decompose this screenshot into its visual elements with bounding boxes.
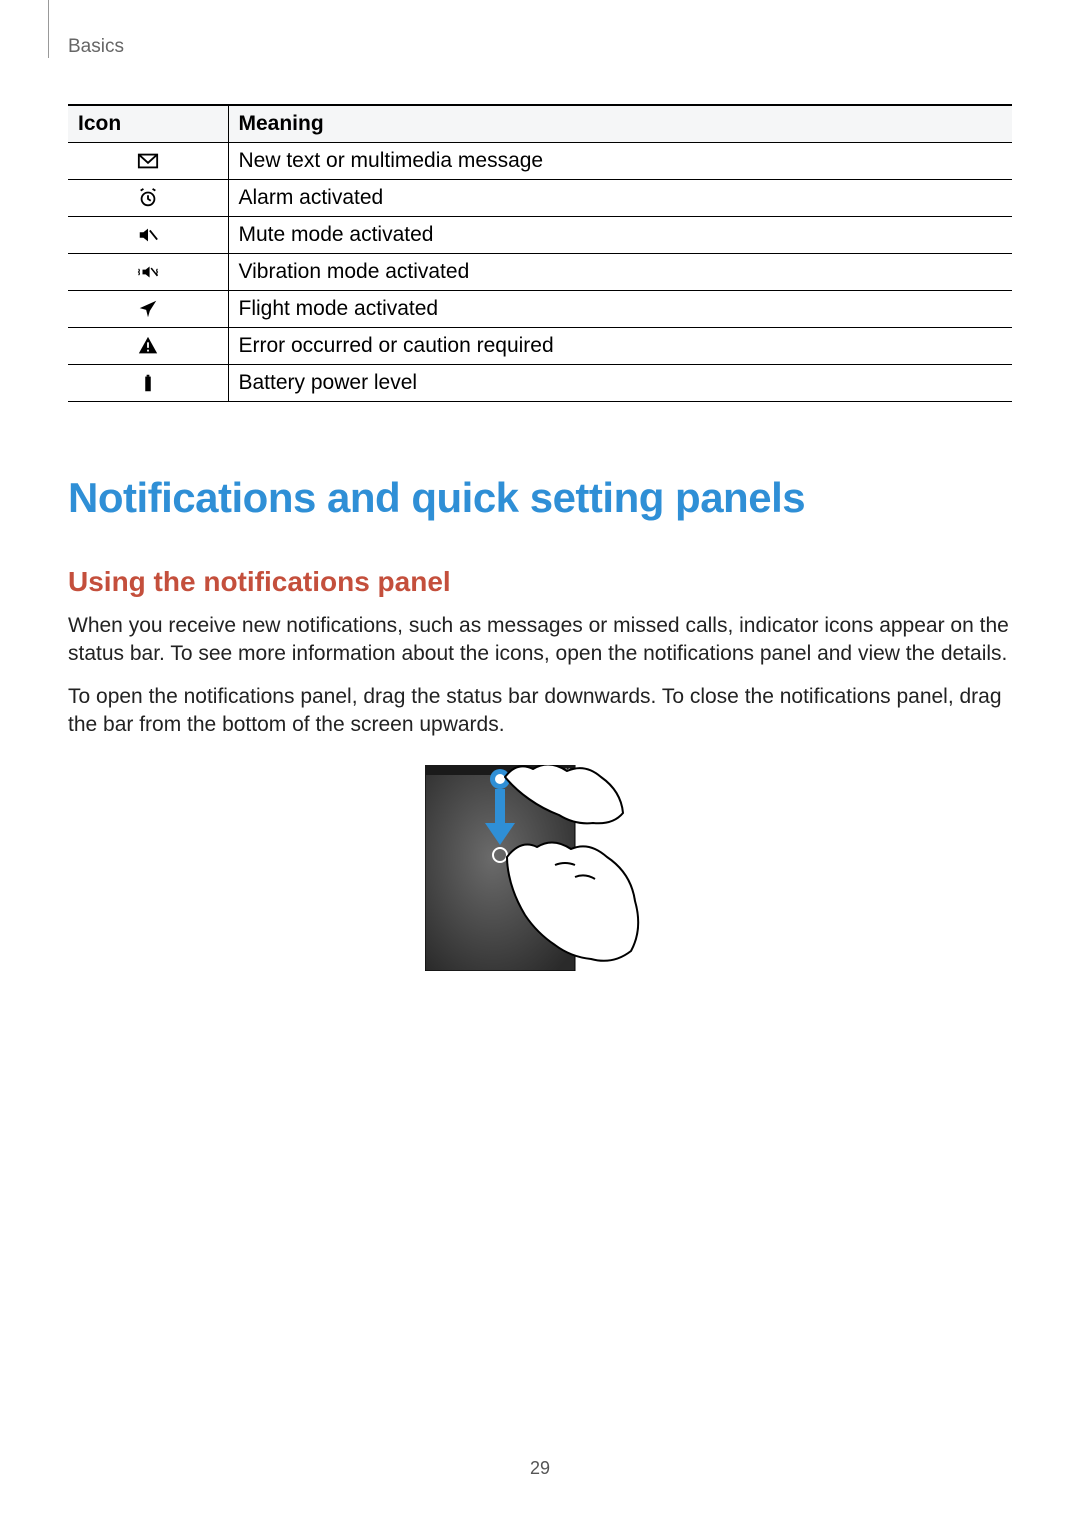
- table-row: Flight mode activated: [68, 291, 1012, 328]
- meaning-cell: Battery power level: [228, 365, 1012, 402]
- table-header-icon: Icon: [68, 105, 228, 143]
- table-header-meaning: Meaning: [228, 105, 1012, 143]
- page-margin-mark: [48, 0, 49, 58]
- table-row: Vibration mode activated: [68, 254, 1012, 291]
- sub-heading: Using the notifications panel: [68, 566, 1012, 598]
- icon-cell: [68, 217, 228, 254]
- vibrate-icon: [137, 261, 159, 283]
- warning-icon: [137, 335, 159, 357]
- airplane-icon: [137, 298, 159, 320]
- mute-icon: [137, 224, 159, 246]
- table-row: Alarm activated: [68, 180, 1012, 217]
- icon-cell: [68, 143, 228, 180]
- table-row: Error occurred or caution required: [68, 328, 1012, 365]
- swipe-down-illustration-svg: 10:00: [425, 765, 655, 971]
- icon-meaning-table: Icon Meaning New text or multimedia mess…: [68, 104, 1012, 402]
- table-header-row: Icon Meaning: [68, 105, 1012, 143]
- table-row: New text or multimedia message: [68, 143, 1012, 180]
- page-content: Icon Meaning New text or multimedia mess…: [68, 104, 1012, 971]
- icon-cell: [68, 180, 228, 217]
- message-icon: [137, 150, 159, 172]
- page-number: 29: [0, 1458, 1080, 1479]
- meaning-cell: New text or multimedia message: [228, 143, 1012, 180]
- table-row: Battery power level: [68, 365, 1012, 402]
- alarm-icon: [137, 187, 159, 209]
- paragraph-2: To open the notifications panel, drag th…: [68, 683, 1012, 740]
- meaning-cell: Vibration mode activated: [228, 254, 1012, 291]
- meaning-cell: Flight mode activated: [228, 291, 1012, 328]
- table-row: Mute mode activated: [68, 217, 1012, 254]
- icon-cell: [68, 328, 228, 365]
- meaning-cell: Alarm activated: [228, 180, 1012, 217]
- meaning-cell: Mute mode activated: [228, 217, 1012, 254]
- icon-cell: [68, 365, 228, 402]
- paragraph-1: When you receive new notifications, such…: [68, 612, 1012, 669]
- icon-cell: [68, 291, 228, 328]
- meaning-cell: Error occurred or caution required: [228, 328, 1012, 365]
- main-heading: Notifications and quick setting panels: [68, 474, 1012, 522]
- battery-icon: [137, 372, 159, 394]
- section-label: Basics: [68, 36, 124, 58]
- swipe-down-illustration: 10:00: [68, 765, 1012, 971]
- icon-cell: [68, 254, 228, 291]
